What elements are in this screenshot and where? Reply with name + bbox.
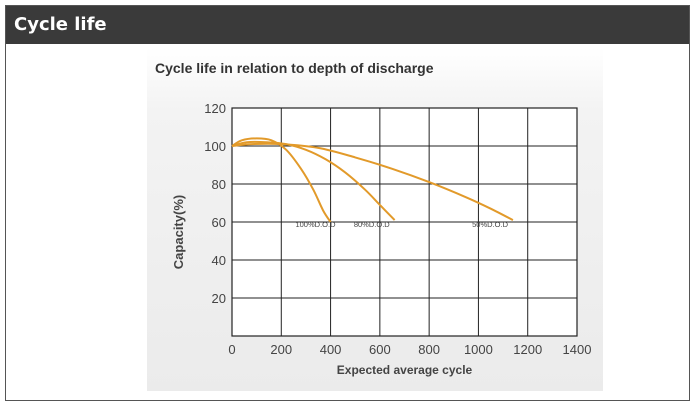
- x-tick-label: 1400: [563, 342, 592, 357]
- y-tick-label: 120: [204, 101, 226, 116]
- cycle-life-chart: 0 200 400 600 800 1000 1200 1400 20 40 60 80 100 120 E…: [147, 48, 603, 391]
- panel-title: Cycle life: [6, 6, 689, 44]
- series-label: 100%D.O.D: [295, 220, 336, 229]
- x-axis-label: Expected average cycle: [337, 363, 473, 377]
- series-line-50-d-o-d: [231, 142, 514, 221]
- x-tick-label: 800: [418, 342, 440, 357]
- x-tick-label: 200: [270, 342, 292, 357]
- series-line-100-d-o-d: [231, 137, 332, 223]
- series-label: 80%D.O.D: [354, 220, 390, 229]
- x-tick-label: 400: [320, 342, 342, 357]
- series-label: 50%D.O.D: [472, 220, 508, 229]
- y-tick-label: 60: [212, 215, 226, 230]
- y-tick-label: 80: [212, 177, 226, 192]
- y-tick-label: 20: [212, 291, 226, 306]
- cycle-life-panel: Cycle life 0 200 400 600 800 1000 1200 1400 20 40…: [5, 5, 690, 401]
- y-tick-label: 40: [212, 253, 226, 268]
- series-line-80-d-o-d: [231, 140, 396, 221]
- y-axis-label: Capacity(%): [171, 195, 186, 269]
- x-tick-label: 1000: [464, 342, 493, 357]
- x-tick-label: 600: [369, 342, 391, 357]
- x-tick-label: 1200: [513, 342, 542, 357]
- plot-frame: [231, 107, 578, 337]
- chart-container: 0 200 400 600 800 1000 1200 1400 20 40 60 80 100 120 E…: [147, 48, 603, 391]
- chart-title: Cycle life in relation to depth of disch…: [155, 60, 434, 76]
- y-tick-label: 100: [204, 139, 226, 154]
- x-tick-label: 0: [228, 342, 235, 357]
